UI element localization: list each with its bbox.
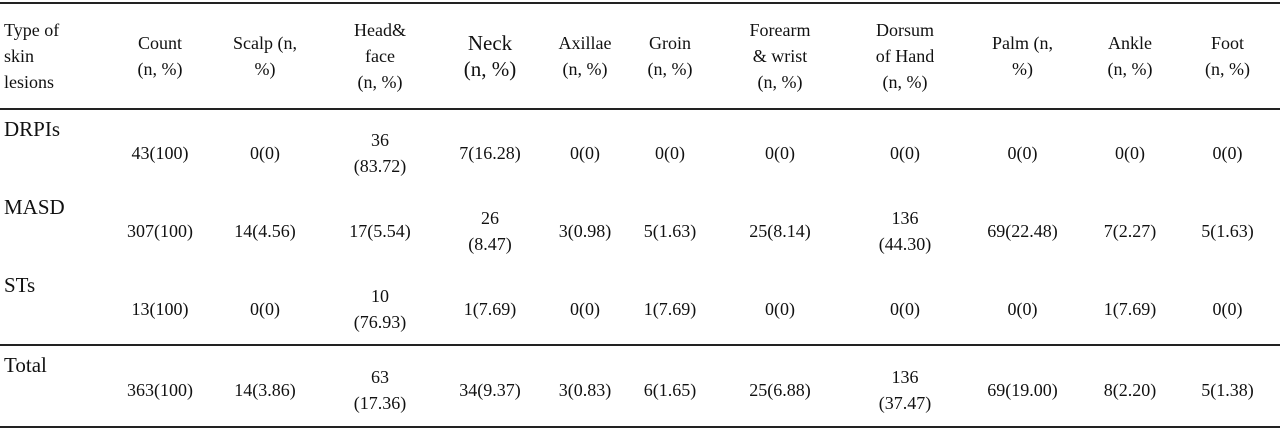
table-cell: 63 (17.36) [320, 344, 440, 428]
header-cell: Dorsum of Hand (n, %) [850, 2, 960, 110]
table-cell: 136 (44.30) [878, 208, 932, 254]
table-row: STs 13(100) 0(0) 10 (76.93) 1(7.69) 0(0) 1(7.6… [0, 266, 1280, 345]
table-cell: 13(100) [131, 299, 189, 319]
table-cell: 0(0) [1115, 143, 1145, 163]
table-cell: 0(0) [765, 299, 795, 319]
header-cell: Groin (n, %) [630, 2, 710, 110]
table-cell: 0(0) [890, 143, 920, 163]
table-cell: 5(1.63) [643, 221, 697, 241]
table-row: MASD 307(100) 14(4.56) 17(5.54) 26 (8.47) 3(0… [0, 188, 1280, 266]
table-cell: 0(0) [570, 299, 600, 319]
row-label: MASD [4, 195, 65, 219]
header-cell: Foot (n, %) [1175, 2, 1280, 110]
header-row: Type of skin lesions Count (n, %) Scalp (n… [0, 2, 1280, 110]
table-cell: 307(100) [127, 221, 193, 241]
table-cell: 5(1.38) [1175, 344, 1280, 428]
table-cell: 1(7.69) [643, 299, 697, 319]
table-cell: 14(4.56) [234, 221, 296, 241]
table-cell: 3(0.98) [558, 221, 612, 241]
header-cell: Type of skin lesions [0, 2, 110, 110]
row-label: Total [0, 344, 110, 428]
table-cell: 7(2.27) [1103, 221, 1157, 241]
header-cell: Palm (n, %) [960, 2, 1085, 110]
table-cell: 25(6.88) [710, 344, 850, 428]
table-cell: 26 (8.47) [468, 208, 512, 254]
table-cell: 17(5.54) [349, 221, 411, 241]
table-cell: 69(22.48) [987, 221, 1058, 241]
table-cell: 5(1.63) [1201, 221, 1254, 241]
table-cell: 14(3.86) [210, 344, 320, 428]
table-cell: 0(0) [570, 143, 600, 163]
table-cell: 1(7.69) [1103, 299, 1157, 319]
table-cell: 10 (76.93) [353, 286, 407, 332]
table-cell: 34(9.37) [440, 344, 540, 428]
table-cell: 25(8.14) [749, 221, 811, 241]
header-cell: Count (n, %) [110, 2, 210, 110]
table-cell: 363(100) [110, 344, 210, 428]
table-cell: 0(0) [250, 143, 280, 163]
table-cell: 7(16.28) [459, 143, 521, 163]
table-cell: 69(19.00) [960, 344, 1085, 428]
table-row: DRPIs 43(100) 0(0) 36 (83.72) 7(16.28) 0(0) 0(… [0, 109, 1280, 188]
table-cell: 136 (37.47) [850, 344, 960, 428]
table-cell: 36 (83.72) [353, 130, 407, 176]
header-cell: Scalp (n, %) [210, 2, 320, 110]
table-cell: 0(0) [1007, 143, 1038, 163]
table-cell: 43(100) [131, 143, 189, 163]
table-cell: 0(0) [890, 299, 920, 319]
header-cell: Axillae (n, %) [540, 2, 630, 110]
table-row: Total 363(100) 14(3.86) 63 (17.36) 34(9.37) 3… [0, 344, 1280, 428]
table-cell: 3(0.83) [540, 344, 630, 428]
table-cell: 0(0) [655, 143, 685, 163]
table-cell: 0(0) [1007, 299, 1038, 319]
header-cell: Forearm & wrist (n, %) [710, 2, 850, 110]
header-cell: Ankle (n, %) [1085, 2, 1175, 110]
table-cell: 1(7.69) [463, 299, 517, 319]
header-cell: Head& face (n, %) [320, 2, 440, 110]
row-label: STs [4, 273, 36, 297]
table-cell: 0(0) [1212, 143, 1243, 163]
table-cell: 8(2.20) [1085, 344, 1175, 428]
table-cell: 6(1.65) [630, 344, 710, 428]
table-cell: 0(0) [765, 143, 795, 163]
header-cell: Neck (n, %) [440, 2, 540, 110]
table-cell: 0(0) [250, 299, 280, 319]
row-label: DRPIs [4, 117, 61, 141]
table-cell: 0(0) [1212, 299, 1243, 319]
